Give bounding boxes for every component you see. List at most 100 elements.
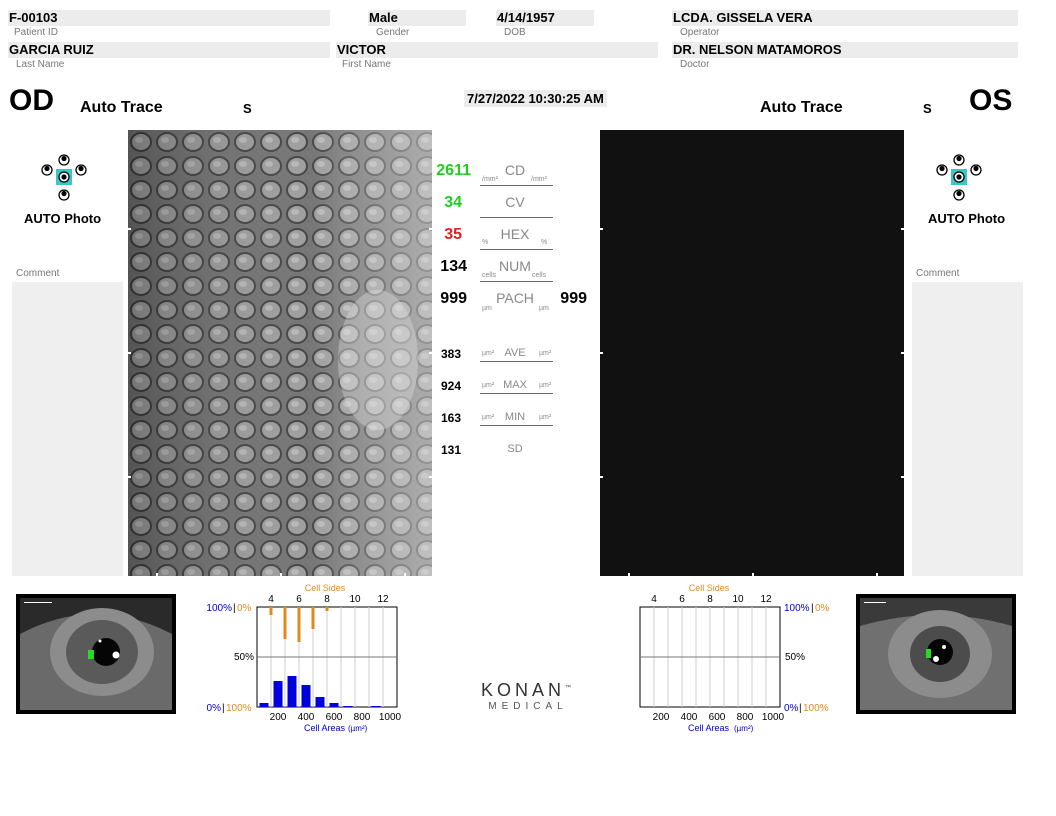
os-right-top-sep: |: [811, 603, 814, 614]
od-cell-areas-bar: [259, 703, 269, 707]
os-right-bottom-orange: 100%: [803, 703, 829, 714]
brand-line1: KONAN: [480, 680, 565, 700]
od-bottom-axis-unit: (µm²): [348, 724, 368, 733]
od-eye-thumbnail[interactable]: [16, 594, 176, 714]
dob-label: DOB: [504, 27, 526, 38]
os-right-top-blue: 100%: [784, 603, 810, 614]
operator-label: Operator: [680, 27, 720, 38]
min-label: MIN: [504, 411, 526, 423]
brand-tm: ™: [565, 685, 575, 691]
operator-field: LCDA. GISSELA VERA: [672, 10, 1018, 26]
os-bottom-tick-label: 1000: [762, 712, 785, 723]
max-underline: [480, 393, 553, 394]
od-trace-label: Auto Trace: [80, 99, 163, 116]
os-photo-position-icon: [935, 153, 983, 206]
max-label: MAX: [503, 379, 527, 391]
cd-unit-od: /mm²: [482, 176, 498, 183]
od-mode-label: S: [243, 101, 252, 116]
hex-label: HEX: [500, 226, 530, 242]
od-left-mid: 50%: [234, 652, 254, 663]
os-right-bottom-blue: 0%: [784, 703, 799, 714]
od-cd-value: 2611: [436, 162, 471, 179]
od-min-value: 163: [440, 411, 461, 425]
od-top-tick-label: 4: [268, 594, 274, 605]
cd-unit-os: /mm²: [531, 176, 547, 183]
od-top-tick-label: 12: [377, 594, 389, 605]
ave-underline: [480, 361, 553, 362]
od-num-value: 134: [440, 258, 467, 275]
os-trace-label: Auto Trace: [760, 99, 843, 116]
os-right-bottom-sep: |: [799, 703, 802, 714]
od-cell-sides-bar: [311, 607, 315, 629]
gender-field: Male: [368, 10, 466, 26]
doctor-field: DR. NELSON MATAMOROS: [672, 42, 1018, 58]
max-unit-od: µm²: [482, 382, 495, 389]
os-right-top-orange: 0%: [815, 603, 830, 614]
first-name-label: First Name: [342, 59, 391, 70]
os-eye-label: OS: [969, 84, 1013, 117]
od-comment-box[interactable]: [12, 282, 123, 576]
cv-underline: [480, 217, 553, 218]
doctor-label: Doctor: [680, 59, 710, 70]
pach-label: PACH: [496, 290, 534, 306]
last-name-field: GARCIA RUIZ: [8, 42, 330, 58]
os-bottom-axis-title: Cell Areas: [688, 723, 730, 733]
od-cell-areas-bar: [315, 697, 325, 707]
os-specular-image[interactable]: [600, 130, 904, 576]
od-ave-value: 383: [440, 347, 461, 361]
pach-unit-od: µm: [482, 305, 492, 312]
exam-datetime: 7/27/2022 10:30:25 AM: [464, 90, 607, 107]
od-cell-sides-bar: [297, 607, 301, 642]
os-histogram-chart: Cell Sides 4 6 8 10 12 200 400 600 800 1000 100%…: [639, 583, 830, 733]
os-bottom-tick-label: 800: [737, 712, 754, 723]
os-comment-label: Comment: [916, 268, 960, 279]
od-top-tick-label: 6: [296, 594, 302, 605]
od-left-bottom-blue: 0%: [207, 703, 222, 714]
od-top-axis-title: Cell Sides: [305, 583, 346, 593]
os-right-mid: 50%: [785, 652, 805, 663]
cd-underline: [480, 185, 553, 186]
od-pach-value: 999: [440, 290, 467, 307]
od-cell-sides-bar: [325, 607, 329, 611]
od-bottom-tick-label: 600: [326, 712, 343, 723]
od-bottom-tick-label: 800: [354, 712, 371, 723]
num-label: NUM: [499, 258, 531, 274]
os-top-axis-title: Cell Sides: [689, 583, 730, 593]
od-left-top-orange: 0%: [237, 603, 252, 614]
first-name-field: VICTOR: [336, 42, 658, 58]
os-comment-box[interactable]: [912, 282, 1023, 576]
ave-unit-od: µm²: [482, 350, 495, 357]
os-auto-photo-label: AUTO Photo: [928, 211, 1006, 226]
os-eye-thumbnail[interactable]: [856, 594, 1016, 714]
brand-line2: MEDICAL: [488, 701, 568, 712]
os-bottom-tick-label: 200: [653, 712, 670, 723]
patient-id-label: Patient ID: [14, 27, 58, 38]
num-underline: [480, 281, 553, 282]
min-underline: [480, 425, 553, 426]
os-top-tick-label: 6: [679, 594, 685, 605]
hex-unit-od: %: [482, 239, 489, 246]
od-histogram-chart: Cell Sides 4 6 8 10 12 200 400 600 800 1000 100%…: [206, 583, 401, 733]
od-max-value: 924: [440, 379, 461, 393]
min-unit-od: µm²: [482, 414, 495, 421]
od-cell-areas-bar: [273, 681, 283, 707]
sd-label: SD: [507, 443, 523, 455]
last-name-label: Last Name: [16, 59, 65, 70]
hex-underline: [480, 249, 553, 250]
ave-label: AVE: [504, 347, 526, 359]
cd-label: CD: [504, 162, 526, 178]
min-unit-os: µm²: [539, 414, 552, 421]
os-pach-value: 999: [560, 290, 587, 307]
od-bottom-tick-label: 400: [298, 712, 315, 723]
od-cell-areas-bar: [329, 703, 339, 707]
os-bottom-axis-unit: (µm²): [734, 724, 754, 733]
patient-id-field: F-00103: [8, 10, 330, 26]
os-top-tick-label: 8: [707, 594, 713, 605]
pach-unit-os: µm: [539, 305, 549, 312]
od-cell-areas-bar: [371, 706, 381, 707]
od-specular-image[interactable]: [128, 130, 432, 576]
od-hex-value: 35: [444, 226, 462, 243]
max-unit-os: µm²: [539, 382, 552, 389]
od-comment-label: Comment: [16, 268, 60, 279]
od-top-tick-label: 10: [349, 594, 361, 605]
